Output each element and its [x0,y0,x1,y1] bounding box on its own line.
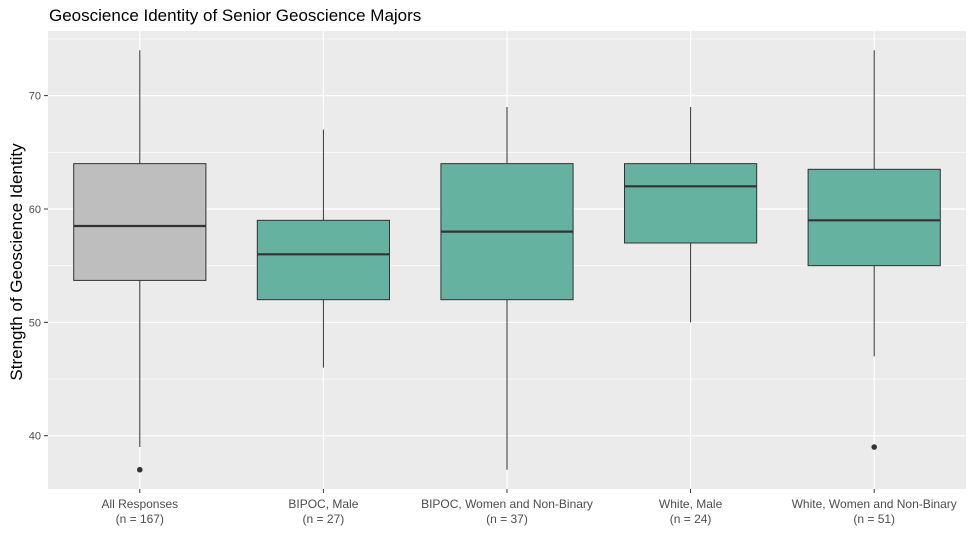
y-tick-label: 40 [29,431,41,443]
x-tick-label: White, Women and Non-Binary [792,497,957,511]
outlier-point [871,444,877,450]
x-tick-label: BIPOC, Male [288,497,358,511]
outlier-point [137,466,143,473]
x-tick-sample-size: (n = 51) [853,512,895,526]
x-tick-label: All Responses [101,497,178,511]
x-tick-label: White, Male [659,497,723,511]
box [256,219,390,301]
x-tick-sample-size: (n = 37) [486,512,528,526]
y-tick-label: 50 [29,317,41,329]
x-tick-sample-size: (n = 167) [116,512,164,526]
x-tick-sample-size: (n = 24) [670,512,712,526]
y-tick-label: 70 [29,91,41,103]
chart-title: Geoscience Identity of Senior Geoscience… [49,6,422,25]
box [624,163,758,244]
x-tick-sample-size: (n = 27) [303,512,345,526]
y-tick-label: 60 [29,204,41,216]
box [73,163,207,281]
x-tick-label: BIPOC, Women and Non-Binary [421,497,593,511]
box [807,168,941,267]
